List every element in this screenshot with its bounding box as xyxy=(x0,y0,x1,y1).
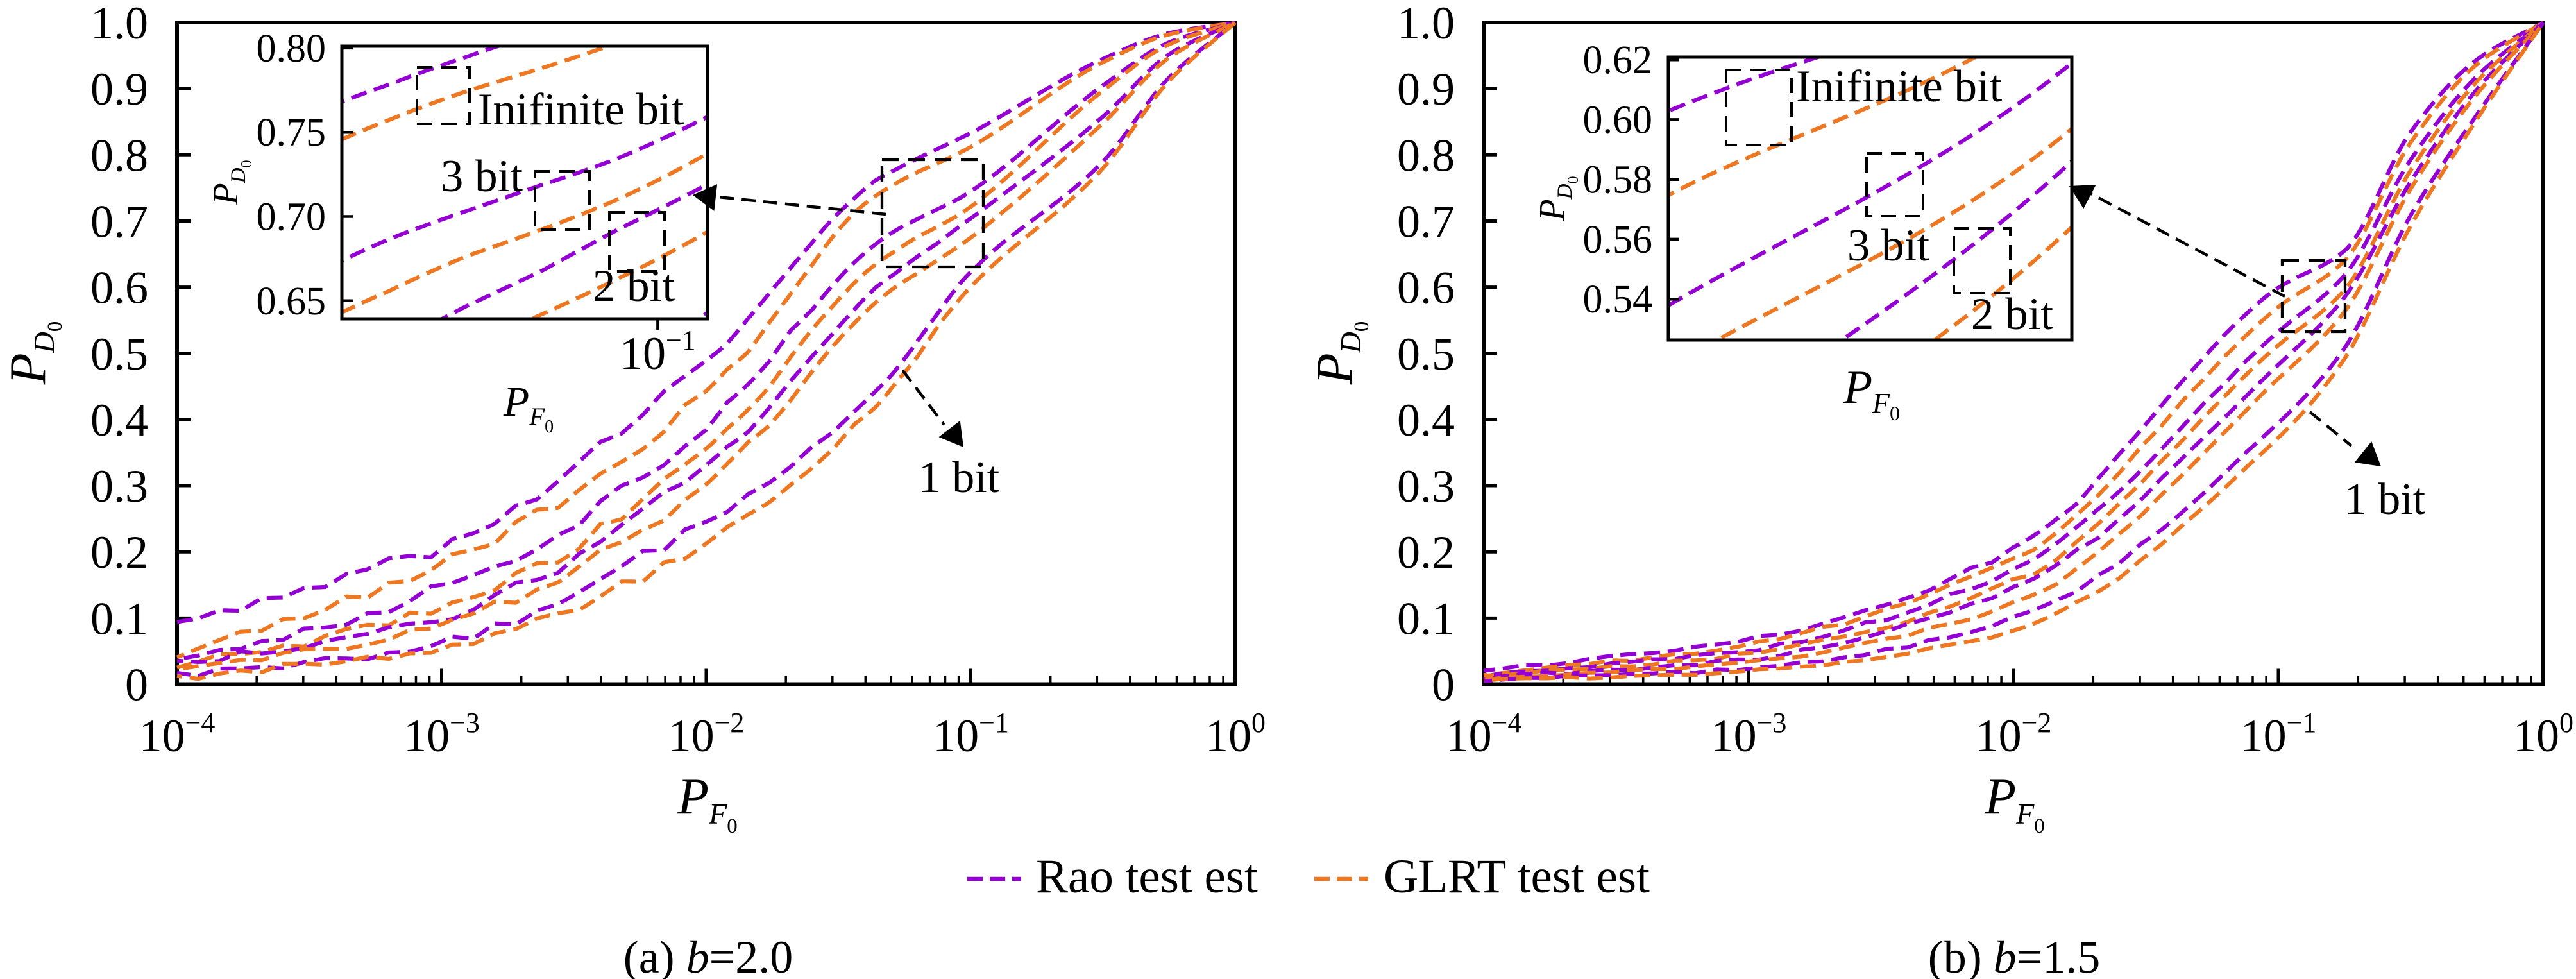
svg-text:0.1: 0.1 xyxy=(1397,593,1455,644)
svg-text:10−4: 10−4 xyxy=(139,707,216,762)
svg-text:GLRT test est: GLRT test est xyxy=(1384,850,1650,903)
svg-text:0.4: 0.4 xyxy=(90,395,148,446)
svg-text:0.2: 0.2 xyxy=(1397,527,1455,578)
svg-text:Inifinite bit: Inifinite bit xyxy=(478,85,684,135)
svg-text:0.54: 0.54 xyxy=(1583,278,1653,321)
svg-text:1.0: 1.0 xyxy=(1397,0,1455,49)
svg-text:3 bit: 3 bit xyxy=(1847,221,1929,271)
svg-text:(b) b=1.5: (b) b=1.5 xyxy=(1928,932,2101,979)
svg-text:0.80: 0.80 xyxy=(257,27,326,71)
svg-text:0.2: 0.2 xyxy=(90,527,148,578)
svg-text:Rao test est: Rao test est xyxy=(1036,850,1258,903)
svg-text:0.8: 0.8 xyxy=(90,130,148,181)
svg-text:0.5: 0.5 xyxy=(90,328,148,380)
svg-text:0.62: 0.62 xyxy=(1583,38,1653,82)
svg-text:0.4: 0.4 xyxy=(1397,395,1455,446)
svg-text:0.9: 0.9 xyxy=(90,64,148,115)
svg-text:0.5: 0.5 xyxy=(1397,328,1455,380)
svg-text:0.58: 0.58 xyxy=(1583,158,1653,202)
svg-text:0: 0 xyxy=(1432,660,1455,711)
svg-text:2 bit: 2 bit xyxy=(593,261,675,311)
svg-text:1.0: 1.0 xyxy=(90,0,148,49)
svg-text:10−2: 10−2 xyxy=(668,707,745,762)
svg-text:0.56: 0.56 xyxy=(1583,218,1653,262)
svg-text:0.9: 0.9 xyxy=(1397,64,1455,115)
svg-text:0.60: 0.60 xyxy=(1583,98,1653,142)
svg-text:0.8: 0.8 xyxy=(1397,130,1455,181)
svg-text:Inifinite bit: Inifinite bit xyxy=(1796,62,2003,112)
svg-text:0.75: 0.75 xyxy=(257,111,326,155)
svg-text:0.7: 0.7 xyxy=(1397,196,1455,248)
svg-text:0.70: 0.70 xyxy=(257,196,326,239)
svg-text:2 bit: 2 bit xyxy=(1971,289,2053,339)
svg-text:0.6: 0.6 xyxy=(90,262,148,314)
svg-text:0.3: 0.3 xyxy=(90,461,148,512)
svg-text:0: 0 xyxy=(125,660,148,711)
svg-text:0.1: 0.1 xyxy=(90,593,148,644)
svg-text:0.3: 0.3 xyxy=(1397,461,1455,512)
svg-text:0.65: 0.65 xyxy=(257,280,326,323)
svg-text:1 bit: 1 bit xyxy=(2344,475,2426,524)
svg-text:0.7: 0.7 xyxy=(90,196,148,248)
svg-text:0.6: 0.6 xyxy=(1397,262,1455,314)
svg-text:1 bit: 1 bit xyxy=(919,453,1000,502)
svg-text:100: 100 xyxy=(2513,707,2573,762)
svg-text:3 bit: 3 bit xyxy=(441,151,523,201)
svg-text:(a) b=2.0: (a) b=2.0 xyxy=(623,932,793,979)
